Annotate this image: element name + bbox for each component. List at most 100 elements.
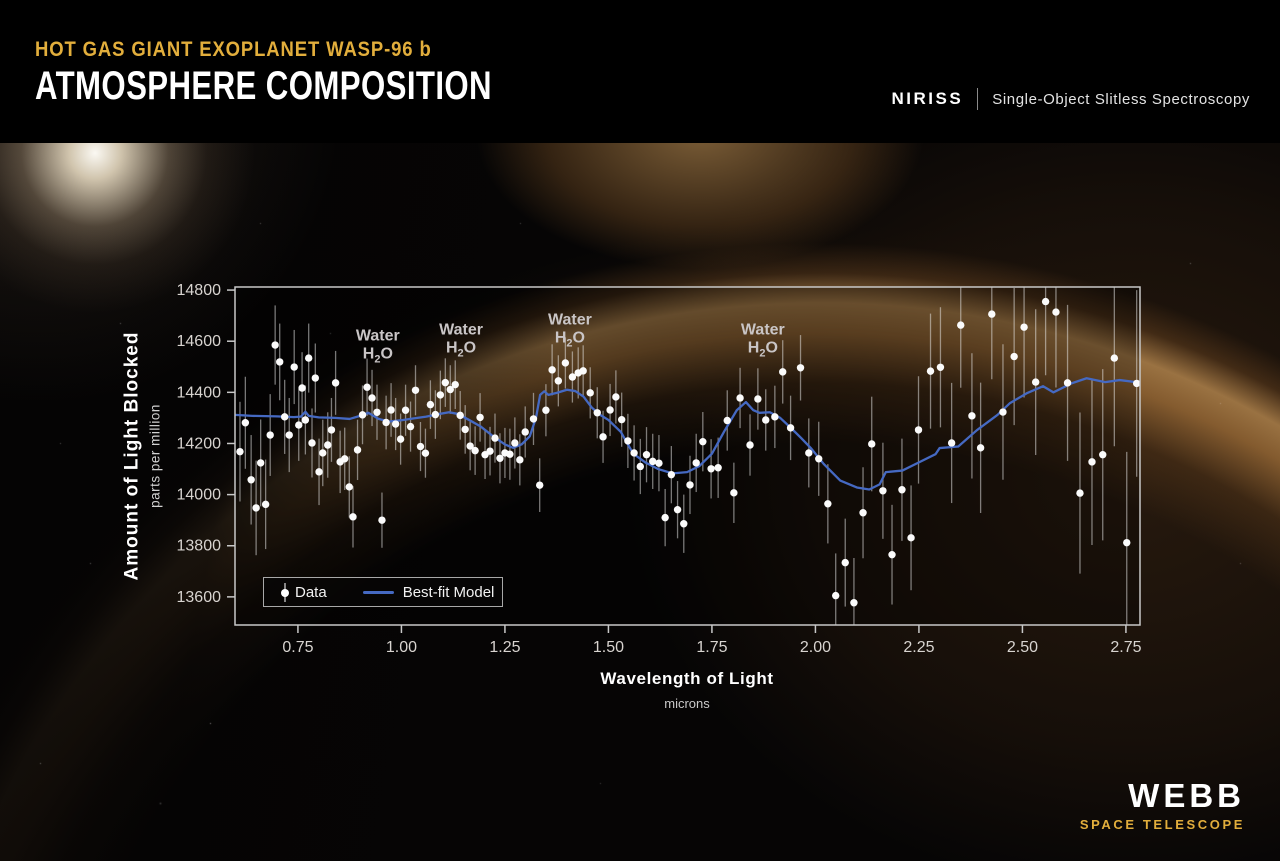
water-formula: H2O bbox=[748, 340, 778, 360]
data-point bbox=[805, 449, 813, 457]
data-point bbox=[1132, 379, 1140, 388]
data-point bbox=[451, 380, 459, 389]
data-point bbox=[824, 500, 832, 508]
data-point bbox=[926, 367, 935, 375]
x-tick-label: 2.75 bbox=[1110, 639, 1141, 656]
legend-data-label: Data bbox=[295, 583, 327, 601]
legend-model-label: Best-fit Model bbox=[402, 583, 495, 601]
water-formula: H2O bbox=[363, 346, 393, 366]
data-point bbox=[373, 408, 381, 416]
data-point bbox=[436, 391, 445, 399]
data-point bbox=[446, 385, 454, 394]
data-point bbox=[786, 424, 795, 432]
data-point bbox=[529, 415, 538, 423]
x-tick-label: 2.25 bbox=[903, 639, 934, 656]
data-point bbox=[832, 591, 840, 600]
data-point bbox=[304, 354, 313, 362]
data-point bbox=[496, 454, 504, 463]
data-point bbox=[586, 389, 594, 397]
data-point bbox=[471, 446, 479, 455]
data-point bbox=[1099, 451, 1107, 459]
data-point bbox=[988, 310, 996, 318]
water-formula: H2O bbox=[555, 330, 585, 350]
data-point bbox=[636, 462, 645, 471]
data-point bbox=[815, 455, 823, 463]
data-point bbox=[276, 358, 284, 366]
data-point bbox=[568, 373, 577, 381]
y-tick-label: 14600 bbox=[177, 333, 222, 350]
data-point bbox=[593, 409, 601, 417]
y-axis-label: Amount of Light Blocked bbox=[121, 331, 143, 581]
data-point bbox=[762, 416, 770, 424]
data-point bbox=[714, 464, 722, 472]
data-point bbox=[1076, 489, 1084, 497]
data-point bbox=[261, 500, 270, 509]
water-annotation: Water bbox=[548, 312, 592, 329]
data-point bbox=[396, 435, 405, 443]
planet-background-image bbox=[0, 143, 1280, 861]
data-point bbox=[686, 481, 694, 489]
data-point bbox=[746, 441, 754, 449]
y-axis-title: Amount of Light Blocked parts per millio… bbox=[122, 332, 163, 581]
data-point bbox=[888, 550, 896, 559]
header-bar: HOT GAS GIANT EXOPLANET WASP-96 b ATMOSP… bbox=[0, 0, 1280, 143]
data-point bbox=[426, 400, 435, 409]
data-point bbox=[579, 367, 587, 375]
data-point bbox=[841, 558, 849, 567]
data-point bbox=[368, 394, 376, 402]
data-point bbox=[736, 394, 744, 402]
data-point bbox=[466, 442, 474, 450]
data-point bbox=[1052, 308, 1060, 316]
data-point bbox=[1110, 354, 1119, 362]
data-point bbox=[1088, 458, 1096, 466]
plot-area bbox=[235, 287, 1140, 625]
data-point bbox=[561, 359, 570, 367]
data-point bbox=[331, 379, 340, 387]
data-point bbox=[241, 419, 250, 427]
data-point bbox=[247, 476, 255, 484]
page-title: ATMOSPHERE COMPOSITION bbox=[35, 64, 492, 108]
data-point bbox=[779, 368, 787, 376]
data-point bbox=[723, 416, 731, 425]
data-point bbox=[771, 413, 779, 421]
x-tick-label: 1.75 bbox=[696, 639, 727, 656]
water-annotation: Water bbox=[439, 322, 483, 339]
data-point bbox=[999, 408, 1007, 416]
data-point bbox=[642, 451, 651, 459]
data-point bbox=[290, 363, 298, 371]
x-axis-title: Wavelength of Light microns bbox=[600, 669, 773, 711]
data-point bbox=[319, 449, 327, 457]
data-point bbox=[1063, 379, 1072, 387]
data-point bbox=[461, 425, 469, 434]
data-point bbox=[327, 426, 336, 434]
data-point bbox=[661, 513, 669, 522]
data-point bbox=[907, 534, 915, 542]
data-point bbox=[411, 386, 420, 394]
x-tick-label: 2.50 bbox=[1007, 639, 1038, 656]
data-point bbox=[266, 431, 274, 439]
data-point bbox=[486, 447, 494, 455]
data-point bbox=[630, 449, 638, 457]
webb-logo-subtitle: SPACE TELESCOPE bbox=[1079, 817, 1245, 832]
data-point bbox=[476, 413, 484, 422]
y-tick-label: 14400 bbox=[177, 384, 222, 401]
data-point bbox=[271, 341, 279, 349]
data-point bbox=[624, 437, 632, 445]
data-point bbox=[699, 437, 707, 446]
data-point-icon bbox=[281, 582, 289, 602]
data-point bbox=[491, 434, 499, 442]
data-point bbox=[349, 513, 357, 521]
data-point bbox=[401, 406, 410, 414]
data-point bbox=[680, 520, 688, 528]
y-tick-label: 13600 bbox=[177, 589, 222, 606]
water-annotation: Water bbox=[356, 328, 400, 345]
data-point bbox=[456, 411, 464, 420]
data-point bbox=[754, 395, 762, 403]
instrument-name: NIRISS bbox=[891, 89, 964, 108]
x-tick-label: 1.00 bbox=[386, 639, 417, 656]
y-tick-label: 14800 bbox=[177, 282, 222, 299]
data-point bbox=[879, 487, 887, 495]
data-point bbox=[730, 489, 738, 497]
data-point bbox=[692, 459, 700, 467]
